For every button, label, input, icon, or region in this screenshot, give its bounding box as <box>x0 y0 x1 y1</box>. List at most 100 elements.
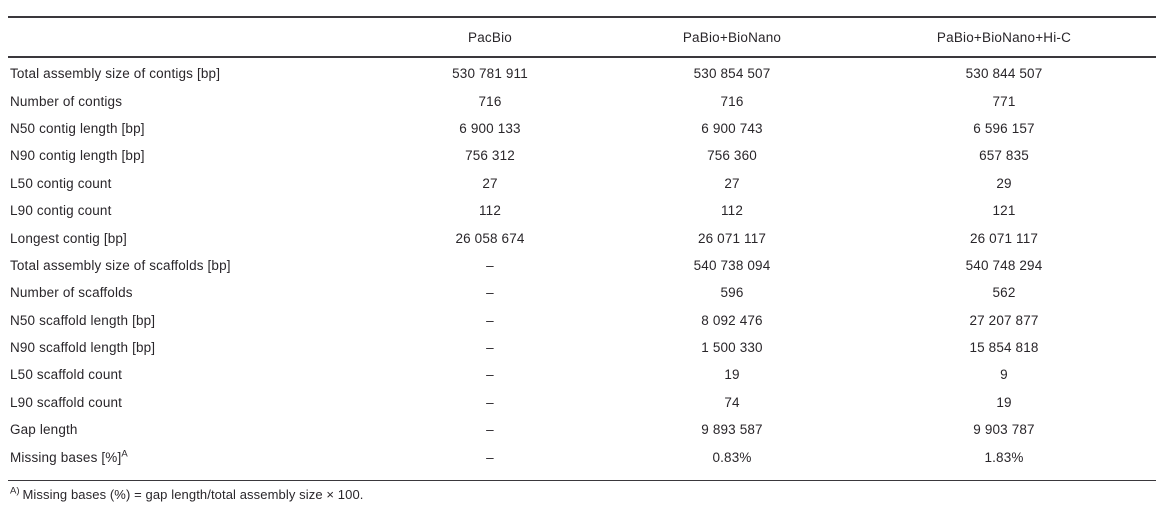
row-label-column-header <box>8 17 368 58</box>
cell-value: 540 748 294 <box>965 257 1043 273</box>
table-row: N50 contig length [bp] 6 900 133 6 900 743… <box>8 115 1156 142</box>
cell-value: 19 <box>724 367 740 383</box>
cell-value: 112 <box>479 203 501 219</box>
column-header: PaBio+BioNano+Hi-C <box>852 17 1156 58</box>
cell-value: 530 844 507 <box>965 66 1043 82</box>
cell-value: 756 360 <box>707 148 757 164</box>
row-label: N90 contig length [bp] <box>8 142 368 169</box>
cell-value: – <box>486 449 494 465</box>
row-label-text: N90 scaffold length [bp] <box>10 340 156 356</box>
table-row: L50 contig count 27 27 29 <box>8 170 1156 197</box>
table-row: N90 contig length [bp] 756 312 756 360 657 … <box>8 142 1156 169</box>
row-label-text: L50 scaffold count <box>10 367 123 383</box>
row-label-text: Total assembly size of contigs [bp] <box>10 66 221 82</box>
cell-value: 112 <box>721 203 743 219</box>
row-label-text: L90 scaffold count <box>10 394 123 410</box>
table-row: N90 scaffold length [bp] – 1 500 330 15 854… <box>8 334 1156 361</box>
table-row: N50 scaffold length [bp] – 8 092 476 27 207… <box>8 307 1156 334</box>
table-row: L90 contig count 112 112 121 <box>8 197 1156 224</box>
cell-value: 540 738 094 <box>693 257 771 273</box>
table-footnote: A) Missing bases (%) = gap length/total a… <box>8 479 1156 502</box>
cell-value: – <box>486 367 494 383</box>
cell-value: 6 900 133 <box>459 120 521 136</box>
table-row: Total assembly size of contigs [bp] 530 7… <box>8 57 1156 87</box>
column-header: PacBio <box>368 17 612 58</box>
table-row: Gap length – 9 893 587 9 903 787 <box>8 416 1156 443</box>
cell-value: – <box>486 394 494 410</box>
table-body: Total assembly size of contigs [bp] 530 7… <box>8 57 1156 471</box>
table-row: Longest contig [bp] 26 058 674 26 071 117 2… <box>8 224 1156 251</box>
cell-value: 756 312 <box>465 148 515 164</box>
assembly-stats-table: PacBio PaBio+BioNano PaBio+BioNano+Hi-C To… <box>8 16 1156 471</box>
row-label-text: Number of contigs <box>10 93 123 109</box>
cell-value: – <box>486 422 494 438</box>
row-label: Number of scaffolds <box>8 279 368 306</box>
assembly-stats-table-wrap: PacBio PaBio+BioNano PaBio+BioNano+Hi-C To… <box>8 16 1156 502</box>
cell-value: – <box>486 285 494 301</box>
row-label-text: Total assembly size of scaffolds [bp] <box>10 257 231 273</box>
row-label-text: N50 contig length [bp] <box>10 120 145 136</box>
row-label: L90 contig count <box>8 197 368 224</box>
table-row: Total assembly size of scaffolds [bp] – 54… <box>8 252 1156 279</box>
cell-value: 9 903 787 <box>973 422 1035 438</box>
cell-value: 530 781 911 <box>452 66 528 82</box>
cell-value: 26 071 117 <box>969 230 1039 246</box>
cell-value: 15 854 818 <box>969 340 1039 356</box>
cell-value: 19 <box>996 394 1012 410</box>
cell-value: 562 <box>992 285 1016 301</box>
cell-value: 530 854 507 <box>693 66 771 82</box>
table-row: Number of contigs 716 716 771 <box>8 87 1156 114</box>
row-label: L90 scaffold count <box>8 389 368 416</box>
footnote-marker: A) <box>10 485 20 497</box>
cell-value: 29 <box>996 175 1012 191</box>
row-label: L50 scaffold count <box>8 361 368 388</box>
cell-value: 6 596 157 <box>973 120 1035 136</box>
cell-value: 26 058 674 <box>455 230 525 246</box>
table-row: Missing bases [%]A – 0.83% 1.83% <box>8 443 1156 470</box>
cell-value: 716 <box>720 93 744 109</box>
cell-value: 596 <box>720 285 744 301</box>
row-label: Total assembly size of contigs [bp] <box>8 57 368 87</box>
cell-value: 716 <box>478 93 502 109</box>
row-label-text: L90 contig count <box>10 203 112 219</box>
table-row: L90 scaffold count – 74 19 <box>8 389 1156 416</box>
cell-value: – <box>486 340 494 356</box>
row-label-text: Number of scaffolds <box>10 285 133 301</box>
cell-value: 26 071 117 <box>697 230 767 246</box>
row-label-superscript: A <box>121 448 128 460</box>
row-label-text: Gap length <box>10 422 78 438</box>
row-label-text: N90 contig length [bp] <box>10 148 145 164</box>
column-header: PaBio+BioNano <box>612 17 852 58</box>
footnote-text: Missing bases (%) = gap length/total ass… <box>22 486 364 502</box>
cell-value: 9 893 587 <box>701 422 763 438</box>
cell-value: 771 <box>992 93 1016 109</box>
row-label-text: Missing bases [%] <box>10 449 122 465</box>
cell-value: 657 835 <box>979 148 1029 164</box>
row-label: N50 contig length [bp] <box>8 115 368 142</box>
cell-value: – <box>486 312 494 328</box>
cell-value: 8 092 476 <box>701 312 763 328</box>
cell-value: 74 <box>724 394 740 410</box>
row-label-text: L50 contig count <box>10 175 112 191</box>
header-row: PacBio PaBio+BioNano PaBio+BioNano+Hi-C <box>8 17 1156 58</box>
row-label: N50 scaffold length [bp] <box>8 307 368 334</box>
cell-value: 0.83% <box>712 449 752 465</box>
cell-value: 1.83% <box>984 449 1024 465</box>
row-label: Total assembly size of scaffolds [bp] <box>8 252 368 279</box>
row-label: Gap length <box>8 416 368 443</box>
row-label: Missing bases [%]A <box>8 443 368 470</box>
cell-value: 1 500 330 <box>701 340 763 356</box>
table-header: PacBio PaBio+BioNano PaBio+BioNano+Hi-C <box>8 17 1156 58</box>
table-row: L50 scaffold count – 19 9 <box>8 361 1156 388</box>
table-row: Number of scaffolds – 596 562 <box>8 279 1156 306</box>
cell-value: 6 900 743 <box>701 120 763 136</box>
cell-value: 121 <box>992 203 1016 219</box>
row-label: L50 contig count <box>8 170 368 197</box>
cell-value: 9 <box>1000 367 1008 383</box>
row-label: Longest contig [bp] <box>8 224 368 251</box>
row-label-text: N50 scaffold length [bp] <box>10 312 156 328</box>
cell-value: – <box>486 257 494 273</box>
cell-value: 27 <box>482 175 498 191</box>
row-label: N90 scaffold length [bp] <box>8 334 368 361</box>
